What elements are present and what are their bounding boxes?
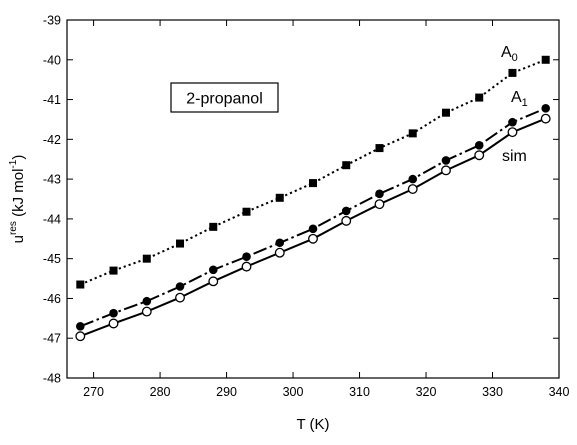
- data-point-sim: [540, 113, 551, 124]
- y-tick-label: -44: [43, 212, 61, 226]
- data-point-a0: [475, 93, 484, 102]
- y-tick-label: -47: [43, 332, 61, 346]
- x-tick-label: 310: [349, 385, 370, 399]
- data-point-a0: [309, 179, 317, 188]
- series-label-a1-base: A: [511, 89, 522, 106]
- data-point-a0: [209, 222, 218, 231]
- y-axis-label: ures (kJ mol-1): [8, 155, 27, 244]
- data-point-a1: [541, 104, 551, 113]
- data-point-a0: [342, 161, 351, 170]
- data-point-sim: [441, 165, 451, 176]
- y-tick-label: -43: [43, 173, 61, 187]
- y-axis-label-rest: (kJ mol: [10, 169, 27, 222]
- x-tick-label: 300: [283, 385, 304, 399]
- data-point-a1: [175, 282, 185, 291]
- x-tick-label: 340: [549, 385, 570, 399]
- data-point-a0: [375, 144, 384, 153]
- data-point-a1: [275, 238, 285, 248]
- y-tick-label: -40: [43, 53, 61, 67]
- y-axis-label-base: u: [10, 235, 27, 243]
- series-line-a0: [79, 58, 547, 286]
- y-axis-label-sup: res: [8, 221, 19, 235]
- data-point-a0: [109, 266, 118, 275]
- data-point-a0: [508, 68, 517, 77]
- x-tick-label: 270: [83, 385, 104, 399]
- y-tick-label: -42: [43, 133, 61, 147]
- data-point-a0: [408, 129, 417, 138]
- data-point-a1: [441, 156, 451, 165]
- series-label-a0-base: A: [501, 44, 512, 61]
- data-point-a1: [142, 296, 152, 306]
- data-point-sim: [208, 276, 219, 287]
- data-point-sim: [507, 127, 518, 138]
- data-point-a1: [109, 308, 118, 318]
- y-tick-label: -39: [43, 14, 61, 28]
- y-tick-label: -46: [43, 292, 61, 306]
- series-label-sim: sim: [502, 148, 527, 165]
- data-point-a0: [541, 55, 550, 64]
- series-label-a0: A0: [501, 44, 518, 64]
- data-point-a0: [76, 280, 85, 289]
- data-point-sim: [341, 215, 352, 226]
- series-line-a1: [79, 107, 547, 328]
- y-tick-label: -45: [43, 252, 61, 266]
- series-layer: [75, 55, 551, 342]
- y-axis-label-close: ): [10, 155, 27, 160]
- data-point-a0: [242, 207, 251, 216]
- data-point-a1: [208, 265, 218, 275]
- annotation-box: 2-propanol: [170, 82, 279, 113]
- data-point-sim: [374, 199, 385, 210]
- annotation-text: 2-propanol: [186, 91, 263, 108]
- y-tick-label: -48: [43, 372, 61, 386]
- data-point-a1: [375, 189, 384, 199]
- data-point-a1: [341, 206, 351, 216]
- data-point-a1: [408, 174, 418, 184]
- x-tick-label: 320: [416, 385, 437, 399]
- series-label-a1: A1: [511, 89, 528, 109]
- data-point-a1: [75, 321, 85, 331]
- series-label-a1-sub: 1: [522, 97, 528, 109]
- data-point-a0: [176, 239, 185, 248]
- plot-area: [66, 19, 560, 379]
- series-label-a0-sub: 0: [512, 52, 518, 64]
- data-point-a0: [441, 108, 450, 117]
- data-point-sim: [241, 261, 252, 272]
- data-point-sim: [141, 306, 152, 317]
- data-point-sim: [407, 184, 418, 195]
- data-point-a1: [474, 141, 484, 150]
- y-axis-label-unit-sup: -1: [8, 159, 19, 168]
- data-point-sim: [308, 233, 318, 244]
- data-point-sim: [75, 331, 86, 342]
- axis-ticks: 270 280 290 300 310 320 330 340 -48 -47 -46 -45 -44 -…: [43, 14, 570, 400]
- data-point-a0: [142, 254, 151, 263]
- data-point-a1: [242, 252, 251, 261]
- data-point-a1: [508, 117, 517, 127]
- data-point-sim: [175, 292, 185, 303]
- x-tick-label: 330: [482, 385, 503, 399]
- y-tick-label: -41: [43, 93, 61, 107]
- x-axis-label: T (K): [296, 416, 329, 433]
- data-point-sim: [274, 247, 285, 258]
- data-point-sim: [108, 318, 119, 329]
- x-tick-label: 290: [216, 385, 237, 399]
- x-tick-label: 280: [150, 385, 171, 399]
- data-point-a1: [308, 224, 318, 234]
- data-point-a0: [275, 193, 284, 202]
- annotation-frame: [170, 82, 279, 113]
- data-point-sim: [474, 150, 485, 161]
